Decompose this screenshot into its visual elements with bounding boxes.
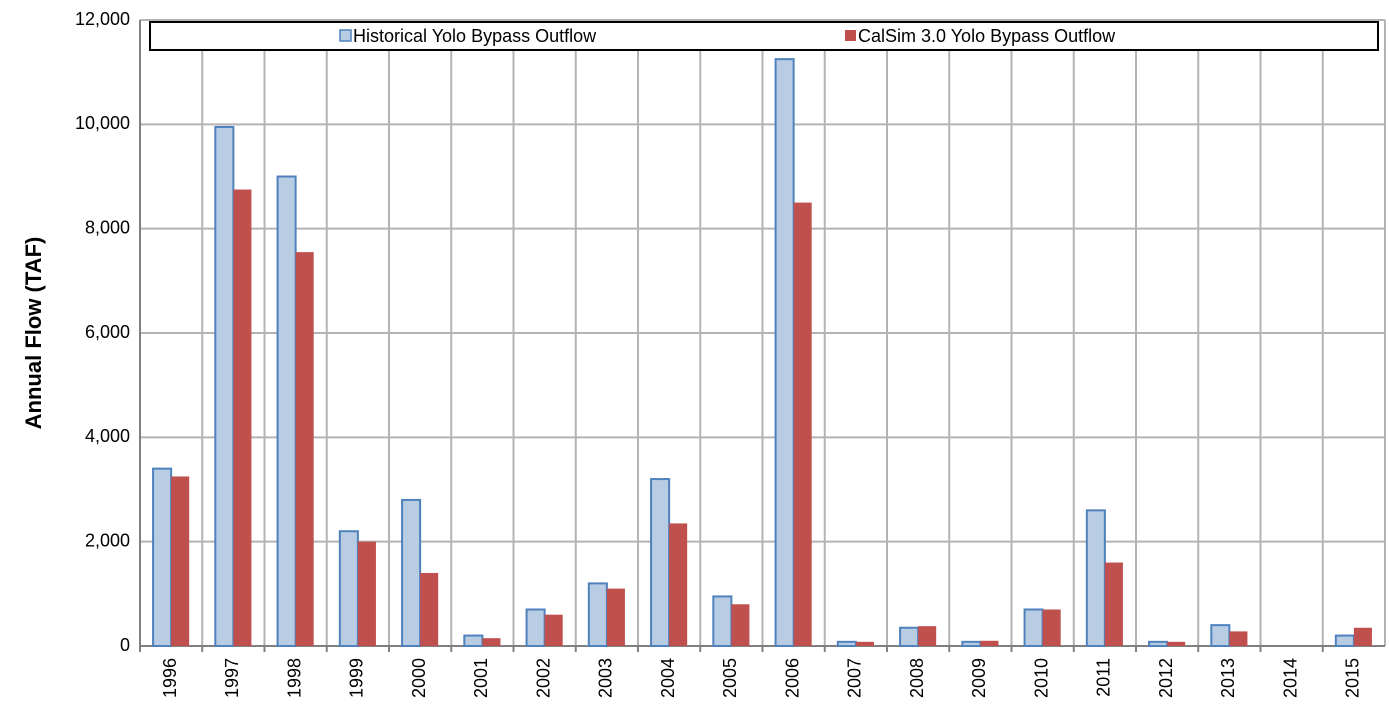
bar <box>463 634 484 647</box>
legend-marker <box>845 30 856 41</box>
bar <box>525 608 546 648</box>
bar <box>980 640 999 646</box>
x-tick-label: 2007 <box>845 658 865 698</box>
y-tick-label: 8,000 <box>85 217 130 237</box>
bar <box>1042 609 1061 646</box>
x-tick-label: 2012 <box>1156 658 1176 698</box>
x-tick-label: 1998 <box>284 658 304 698</box>
bar <box>357 541 376 646</box>
bar <box>587 582 608 648</box>
x-tick-label: 2001 <box>471 658 491 698</box>
x-tick-label: 2002 <box>533 658 553 698</box>
bar <box>1023 608 1044 648</box>
x-tick-label: 2013 <box>1218 658 1238 698</box>
legend-box <box>149 21 1379 51</box>
x-tick-label: 1997 <box>222 658 242 698</box>
y-tick-label: 6,000 <box>85 322 130 342</box>
bar <box>171 476 190 646</box>
y-tick-label: 0 <box>120 635 130 655</box>
x-tick-label: 2003 <box>596 658 616 698</box>
legend-marker <box>339 29 352 42</box>
bar <box>669 523 688 646</box>
legend-label: CalSim 3.0 Yolo Bypass Outflow <box>858 26 1116 46</box>
x-tick-label: 2000 <box>409 658 429 698</box>
bar <box>899 626 920 647</box>
x-tick-label: 2014 <box>1280 658 1300 698</box>
bar <box>1334 634 1355 647</box>
y-axis-title: Annual Flow (TAF) <box>21 237 46 430</box>
x-tick-label: 2009 <box>969 658 989 698</box>
x-tick-label: 1999 <box>347 658 367 698</box>
bar <box>606 588 625 646</box>
bar <box>855 641 874 646</box>
bar <box>1167 641 1186 646</box>
bar <box>276 175 297 647</box>
bar <box>420 572 439 646</box>
bar <box>1353 627 1372 646</box>
x-tick-label: 2006 <box>782 658 802 698</box>
bar <box>836 640 857 647</box>
bar <box>1148 640 1169 647</box>
bar <box>544 614 563 646</box>
x-tick-label: 2008 <box>907 658 927 698</box>
bar <box>152 467 173 647</box>
bar <box>712 595 733 647</box>
y-tick-label: 2,000 <box>85 530 130 550</box>
bar <box>338 530 359 648</box>
bar <box>961 640 982 647</box>
bar <box>774 58 795 647</box>
x-tick-label: 1996 <box>160 658 180 698</box>
y-tick-label: 4,000 <box>85 426 130 446</box>
x-tick-label: 2015 <box>1343 658 1363 698</box>
bar <box>482 638 501 646</box>
bar <box>731 604 750 646</box>
bar <box>401 498 422 647</box>
x-tick-label: 2004 <box>658 658 678 698</box>
x-tick-label: 2011 <box>1094 658 1114 697</box>
legend-label: Historical Yolo Bypass Outflow <box>353 26 597 46</box>
bar <box>1085 509 1106 647</box>
bar <box>214 125 235 648</box>
y-tick-label: 10,000 <box>75 113 130 133</box>
bar <box>1104 562 1123 646</box>
bar <box>650 478 671 648</box>
y-tick-label: 12,000 <box>75 9 130 29</box>
x-tick-label: 2005 <box>720 658 740 698</box>
bar <box>918 626 937 646</box>
bar <box>793 202 812 647</box>
bar <box>233 189 252 646</box>
bar <box>1210 624 1231 648</box>
x-tick-label: 2010 <box>1031 658 1051 698</box>
bar <box>1229 631 1248 646</box>
bar <box>295 252 314 646</box>
